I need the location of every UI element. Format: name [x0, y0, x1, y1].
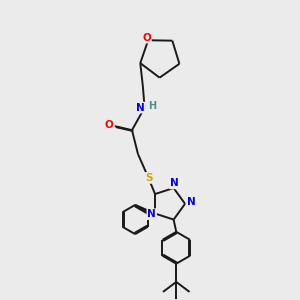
Text: N: N: [147, 209, 156, 219]
Text: H: H: [148, 101, 156, 111]
Text: O: O: [142, 33, 151, 43]
Text: N: N: [170, 178, 178, 188]
Text: N: N: [136, 103, 145, 112]
Text: N: N: [187, 197, 195, 208]
Text: O: O: [105, 121, 113, 130]
Text: S: S: [146, 173, 153, 183]
